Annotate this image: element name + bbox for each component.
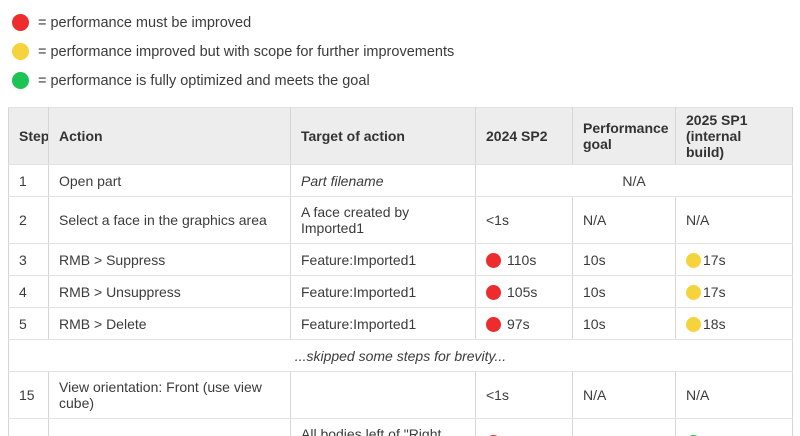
table-row: ...skipped some steps for brevity... <box>8 339 793 372</box>
column-header: Target of action <box>290 107 476 165</box>
target-cell: Feature:Imported1 <box>290 275 476 308</box>
yellow-status-icon <box>12 43 29 60</box>
yellow-status-icon <box>686 252 701 268</box>
timing-cell: 145s <box>475 418 573 436</box>
target-cell: All bodies left of "Right Plane" <box>290 418 476 436</box>
timing-cell: 105s <box>475 275 573 308</box>
target-cell: Feature:Imported1 <box>290 243 476 276</box>
red-status-icon <box>486 284 501 300</box>
step-cell: 3 <box>8 243 49 276</box>
table-row: 3 RMB > Suppress Feature:Imported1 110s 10s 1… <box>8 243 793 276</box>
merged-na-cell: N/A <box>475 164 793 197</box>
table-body: 1 Open part Part filename N/A 2 Select a face… <box>8 164 793 436</box>
step-cell: 1 <box>8 164 49 197</box>
action-cell: Open part <box>48 164 291 197</box>
action-cell: Select a face in the graphics area <box>48 196 291 244</box>
table-row: 1 Open part Part filename N/A <box>8 164 793 197</box>
goal-cell: 10s <box>572 307 676 340</box>
performance-table: Step Action Target of action 2024 SP2 Perfor… <box>8 107 793 436</box>
target-cell <box>290 371 476 419</box>
table-row: 5 RMB > Delete Feature:Imported1 97s 10s 18s <box>8 307 793 340</box>
legend-item-green: = performance is fully optimized and mee… <box>12 66 800 95</box>
step-cell: 15 <box>8 371 49 419</box>
table-header-row: Step Action Target of action 2024 SP2 Perfor… <box>8 107 793 165</box>
target-cell: A face created by Imported1 <box>290 196 476 244</box>
timing-cell: 18s <box>675 307 793 340</box>
legend-item-red: = performance must be improved <box>12 8 800 37</box>
red-status-icon <box>486 316 501 332</box>
goal-cell: N/A <box>572 371 676 419</box>
table-row: 15 View orientation: Front (use view cube… <box>8 371 793 419</box>
goal-cell: 10s <box>572 243 676 276</box>
legend: = performance must be improved = perform… <box>0 0 800 95</box>
timing-cell: N/A <box>675 196 793 244</box>
column-header: 2025 SP1 (internal build) <box>675 107 793 165</box>
goal-cell: 10s <box>572 275 676 308</box>
table-row: 16Box select (top-left to bottom-right)A… <box>8 418 793 436</box>
table-row: 2 Select a face in the graphics area A fac… <box>8 196 793 244</box>
timing-cell: 17s <box>675 275 793 308</box>
action-cell: View orientation: Front (use view cube) <box>48 371 291 419</box>
legend-label: = performance improved but with scope fo… <box>38 43 455 60</box>
action-cell: RMB > Suppress <box>48 243 291 276</box>
timing-cell: 97s <box>475 307 573 340</box>
timing-cell: 110s <box>475 243 573 276</box>
column-header: Action <box>48 107 291 165</box>
step-cell: 4 <box>8 275 49 308</box>
column-header: Step <box>8 107 49 165</box>
green-status-icon <box>12 72 29 89</box>
step-cell: 16 <box>8 418 49 436</box>
timing-cell: N/A <box>675 371 793 419</box>
red-status-icon <box>12 14 29 31</box>
timing-cell: 17s <box>675 243 793 276</box>
table-row: 4 RMB > Unsuppress Feature:Imported1 105s 10… <box>8 275 793 308</box>
timing-cell: <1s <box>475 196 573 244</box>
legend-label: = performance must be improved <box>38 14 252 31</box>
target-cell: Feature:Imported1 <box>290 307 476 340</box>
target-cell: Part filename <box>290 164 476 197</box>
yellow-status-icon <box>686 284 701 300</box>
step-cell: 5 <box>8 307 49 340</box>
step-cell: 2 <box>8 196 49 244</box>
column-header: 2024 SP2 <box>475 107 573 165</box>
action-cell: RMB > Delete <box>48 307 291 340</box>
goal-cell: N/A <box>572 196 676 244</box>
action-cell: RMB > Unsuppress <box>48 275 291 308</box>
action-cell: Box select (top-left to bottom-right) <box>48 418 291 436</box>
timing-cell: 2s <box>675 418 793 436</box>
skipped-steps-note: ...skipped some steps for brevity... <box>8 339 793 372</box>
red-status-icon <box>486 252 501 268</box>
column-header: Performance goal <box>572 107 676 165</box>
yellow-status-icon <box>686 316 701 332</box>
legend-label: = performance is fully optimized and mee… <box>38 72 370 89</box>
goal-cell: 10s <box>572 418 676 436</box>
timing-cell: <1s <box>475 371 573 419</box>
legend-item-yellow: = performance improved but with scope fo… <box>12 37 800 66</box>
